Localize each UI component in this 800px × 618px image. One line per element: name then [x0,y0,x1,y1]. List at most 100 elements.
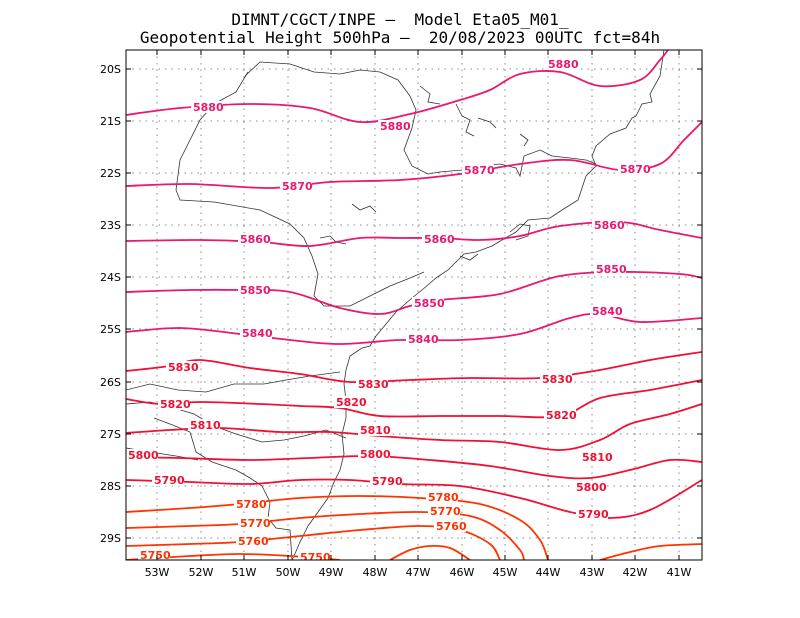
contour-label-bg [580,451,612,463]
contour-label: 5750 [140,549,171,562]
contour-label-bg [158,398,190,410]
contour-line-segment [599,543,702,560]
contour-line-5830 [126,351,702,384]
lon-tick-label: 47W [406,566,431,579]
contour-label-bg [574,481,606,493]
contour-label-bg [334,396,366,408]
contour-line-5800 [126,455,702,480]
axis-ticks: 20S 21S 22S 23S 24S 25S 26S 27S 28S 29S 53W 52W 51W 5… [100,50,702,579]
contour-label: 5810 [190,419,221,432]
contour-label-bg [238,233,270,245]
lon-tick-label: 52W [189,566,214,579]
contour-label-bg [590,305,622,317]
lon-tick-label: 48W [363,566,388,579]
contour-label: 5840 [408,333,439,346]
contour-label-bg [546,58,578,70]
contour-label: 5800 [360,448,391,461]
contour-label-bg [434,520,466,532]
contour-label: 5820 [336,396,367,409]
lat-tick-label: 29S [100,532,121,545]
contour-label: 5880 [548,58,579,71]
contour-label: 5880 [193,101,224,114]
contour-line-5780 [126,495,549,560]
contour-label: 5870 [464,164,495,177]
lon-tick-label: 43W [580,566,605,579]
contour-label-bg [370,475,402,487]
contour-label: 5840 [242,327,273,340]
contour-label: 5850 [596,263,627,276]
contour-label-bg [126,449,158,461]
contour-line-5880 [126,50,669,123]
contour-label: 5860 [424,233,455,246]
contour-label: 5830 [542,373,573,386]
contour-label: 5790 [372,475,403,488]
contour-label: 5830 [358,378,389,391]
contour-line-5820 [126,379,702,419]
contour-label: 5760 [436,520,467,533]
contour-label: 5860 [240,233,271,246]
contour-label: 5850 [414,297,445,310]
lon-tick-label: 51W [232,566,257,579]
country-border [153,417,293,560]
contour-label-bg [576,508,608,520]
contour-label: 5760 [238,535,269,548]
contour-label: 5870 [620,163,651,176]
contour-label: 5780 [236,498,267,511]
state-border-pr-sc [126,371,341,393]
title-line-1: DIMNT/CGCT/INPE – Model Eta05_M01_ [231,10,569,29]
contour-line-5790 [126,478,702,519]
lat-tick-label: 22S [100,167,121,180]
contour-label: 5810 [582,451,613,464]
contour-label-bg [594,263,626,275]
contour-label: 5750 [300,551,331,564]
contour-label: 5850 [240,284,271,297]
lat-tick-label: 20S [100,63,121,76]
contour-line-5760 [126,525,501,560]
contour-label-bg [236,535,268,547]
title-line-2: Geopotential Height 500hPa – 20/08/2023 … [139,28,661,47]
lat-tick-label: 23S [100,219,121,232]
contour-label-bg [166,361,198,373]
contour-label-bg [592,219,624,231]
contour-label: 5770 [240,517,271,530]
lon-tick-label: 45W [493,566,518,579]
contour-label: 5800 [576,481,607,494]
contour-label-bg [540,373,572,385]
contour-label: 5830 [168,361,199,374]
state-border-sp-pr [175,71,425,307]
contour-label-bg [238,517,270,529]
lat-tick-label: 26S [100,376,121,389]
contour-label: 5800 [128,449,159,462]
lon-tick-label: 41W [667,566,692,579]
contour-label-bg [544,409,576,421]
contour-label-bg [378,120,410,132]
lat-tick-label: 27S [100,428,121,441]
contour-label-bg [462,164,494,176]
contour-label-bg [422,233,454,245]
contour-label: 5790 [154,474,185,487]
contour-label: 5820 [546,409,577,422]
lon-tick-label: 53W [145,566,170,579]
contour-label: 5870 [282,180,313,193]
contour-label-bg [412,297,444,309]
contour-label-bg [358,448,390,460]
lon-tick-label: 44W [536,566,561,579]
lat-tick-label: 24S [100,271,121,284]
contour-label-bg [406,333,438,345]
plot-frame [125,49,703,561]
contour-label-bg [138,549,170,560]
contour-label-bg [618,163,650,175]
lat-tick-label: 28S [100,480,121,493]
contour-line-5770 [126,511,525,560]
contour-label: 5810 [360,424,391,437]
contour-label: 5880 [380,120,411,133]
contour-line-segment [389,544,471,560]
contour-label: 5860 [594,219,625,232]
contour-label: 5770 [430,505,461,518]
lon-tick-label: 46W [450,566,475,579]
contour-label-bg [428,505,460,517]
contour-label-bg [356,378,388,390]
lon-tick-label: 42W [623,566,648,579]
coastline [291,50,665,560]
